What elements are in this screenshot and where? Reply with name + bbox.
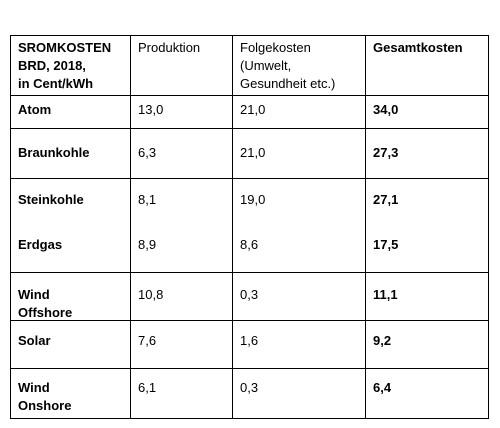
cell-line: BRD, 2018, [18, 58, 86, 73]
row-border [10, 128, 489, 129]
table-cell: 6,4 [373, 380, 392, 395]
table-cell: 6,3 [138, 145, 157, 160]
cell-line: Wind [18, 287, 50, 302]
table-cell: 19,0 [240, 192, 266, 207]
row-border [10, 272, 489, 273]
column-border [232, 35, 233, 419]
table-cell: 13,0 [138, 102, 164, 117]
cell-line: Wind [18, 380, 50, 395]
table-cell: 21,0 [240, 102, 266, 117]
row-label: Steinkohle [18, 191, 84, 209]
table-cell: 21,0 [240, 145, 266, 160]
table-cell: 1,6 [240, 333, 259, 348]
column-border [488, 35, 489, 419]
table-cell: 9,2 [373, 333, 392, 348]
header-cell: Produktion [138, 39, 200, 57]
row-border [10, 320, 489, 321]
row-label: Solar [18, 332, 51, 350]
row-label: Atom [18, 101, 51, 119]
table-cell: 0,3 [240, 380, 259, 395]
table-cell: 8,9 [138, 237, 157, 252]
table-cell: 27,1 [373, 192, 399, 207]
cell-line: Gesundheit etc.) [240, 76, 336, 91]
row-label: Wind Onshore [18, 379, 71, 415]
table-cell: 17,5 [373, 237, 399, 252]
header-cell: SROMKOSTEN BRD, 2018, in Cent/kWh [18, 39, 111, 93]
table-cell: 11,1 [373, 287, 398, 302]
cell-line: Solar [18, 333, 51, 348]
row-border [10, 418, 489, 419]
cell-line: Produktion [138, 40, 201, 55]
header-cell: Folgekosten (Umwelt, Gesundheit etc.) [240, 39, 335, 93]
row-label: Wind Offshore [18, 286, 72, 322]
table-cell: 7,6 [138, 333, 157, 348]
row-border [10, 368, 489, 369]
cell-line: Steinkohle [18, 192, 84, 207]
column-border [10, 35, 11, 419]
cell-line: Atom [18, 102, 52, 117]
cell-line: Folgekosten [240, 40, 311, 55]
column-border [365, 35, 366, 419]
table-cell: 8,6 [240, 237, 259, 252]
table-cell: 27,3 [373, 145, 399, 160]
table-cell: 10,8 [138, 287, 164, 302]
column-border [130, 35, 131, 419]
cell-line: Offshore [18, 305, 73, 320]
row-label: Erdgas [18, 236, 62, 254]
table-cell: 8,1 [138, 192, 157, 207]
cell-line: (Umwelt, [240, 58, 292, 73]
row-border [10, 95, 489, 96]
row-border [10, 178, 489, 179]
cell-line: Braunkohle [18, 145, 90, 160]
cell-line: SROMKOSTEN [18, 40, 112, 55]
row-border [10, 35, 489, 36]
cell-line: Gesamtkosten [373, 40, 463, 55]
table-cell: 0,3 [240, 287, 259, 302]
table-cell: 34,0 [373, 102, 399, 117]
cell-line: in Cent/kWh [18, 76, 94, 91]
cell-line: Erdgas [18, 237, 63, 252]
table-cell: 6,1 [138, 380, 157, 395]
row-label: Braunkohle [18, 144, 90, 162]
header-cell: Gesamtkosten [373, 39, 463, 57]
cell-line: Onshore [18, 398, 72, 413]
